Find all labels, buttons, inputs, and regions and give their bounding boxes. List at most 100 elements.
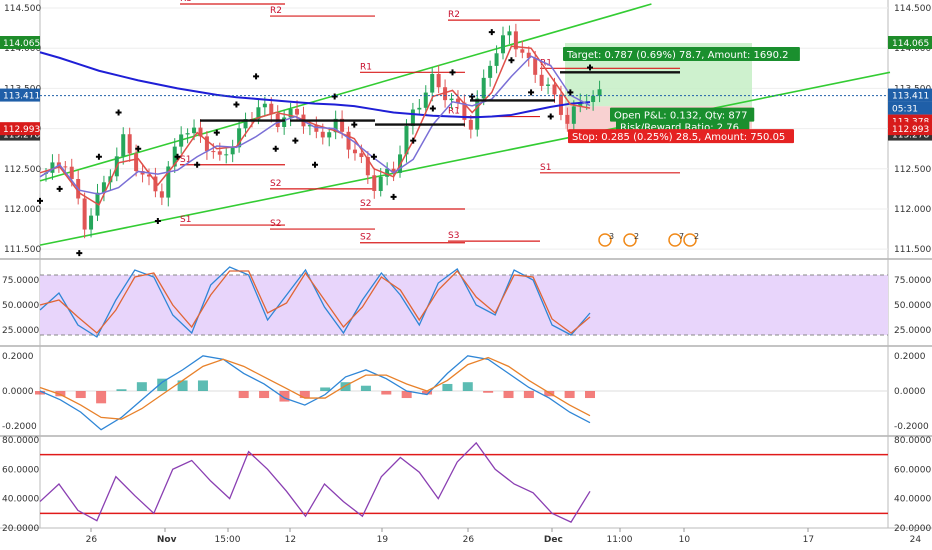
axes: 114.500114.500114.000114.000113.500113.5… xyxy=(0,4,932,545)
macd-histogram-bar xyxy=(136,382,147,391)
pivot-label: R2 xyxy=(270,6,282,16)
sar-marker xyxy=(194,161,201,168)
sar-marker xyxy=(115,109,122,116)
price-tag-left: 113.278 xyxy=(3,131,40,141)
macd-histogram-bar xyxy=(197,380,208,391)
candle-body xyxy=(179,134,184,147)
x-tick-label: 10 xyxy=(679,535,691,545)
price-tag: 05:31 xyxy=(892,105,918,115)
macd-histogram-bar xyxy=(35,391,45,395)
price-tick-left: 112.000 xyxy=(4,205,41,215)
x-tick-label: 24 xyxy=(910,535,922,545)
price-tag-bg xyxy=(888,36,932,49)
price-tick-right: 114.500 xyxy=(894,4,931,14)
candle-body xyxy=(333,118,338,133)
candle-body xyxy=(378,176,383,191)
pivot-label: S2 xyxy=(360,199,371,209)
stoch-tick-left: 25.0000 xyxy=(2,326,39,336)
price-tag-left: 113.411 xyxy=(3,92,40,102)
stochastic-panel xyxy=(39,266,888,338)
price-tag-left-bg xyxy=(0,36,40,49)
candle-body xyxy=(552,84,557,95)
sar-marker xyxy=(233,101,240,108)
stoch-tick-left: 75.0000 xyxy=(2,276,39,286)
macd-histogram-bar xyxy=(157,378,168,391)
candle-body xyxy=(198,127,203,137)
sar-marker xyxy=(154,218,161,225)
candle-body xyxy=(597,89,602,96)
macd-histogram-bar xyxy=(96,391,107,404)
price-tag-left-bg xyxy=(0,122,40,136)
candle-body xyxy=(211,151,216,153)
candle-body xyxy=(224,154,229,156)
pivot-label: S1 xyxy=(180,155,191,165)
candle-body xyxy=(127,134,132,154)
risk-reward-label: Risk/Reward Ratio: 2.76 xyxy=(620,123,739,134)
x-tick-label: 15:00 xyxy=(215,535,241,545)
macd-histogram-bar xyxy=(381,391,392,395)
macd-histogram-bar xyxy=(564,391,575,399)
sar-marker xyxy=(56,185,63,192)
candle-body xyxy=(526,52,531,59)
candle-body xyxy=(295,108,300,115)
candle-body xyxy=(69,166,74,180)
candle-body xyxy=(346,131,351,150)
candle-body xyxy=(462,102,467,120)
rsi-tick-right: 60.0000 xyxy=(894,465,931,475)
price-tag-bg xyxy=(888,101,932,115)
rsi-tick-left: 80.0000 xyxy=(2,436,39,446)
macd-tick-right: 0.0000 xyxy=(894,387,926,397)
chart-grid xyxy=(0,0,932,529)
macd-histogram-bar xyxy=(75,391,86,399)
candle-body xyxy=(513,31,518,50)
candle-body xyxy=(146,174,151,177)
candle-body xyxy=(121,134,126,157)
candle-body xyxy=(436,73,441,88)
candle-body xyxy=(539,74,544,86)
event-marker-count: 7 xyxy=(679,232,684,241)
x-tick-label: 11:00 xyxy=(607,535,633,545)
stoch-tick-left: 50.0000 xyxy=(2,301,39,311)
candle-body xyxy=(391,168,396,173)
price-tag: 114.065 xyxy=(892,39,929,49)
candle-body xyxy=(159,191,164,198)
macd-histogram-bar xyxy=(320,387,331,391)
candle-body xyxy=(423,92,428,108)
x-tick-label: 26 xyxy=(86,535,98,545)
macd-tick-left: -0.2000 xyxy=(2,422,37,432)
macd-signal-line xyxy=(39,356,591,420)
sar-marker xyxy=(292,137,299,144)
candle-body xyxy=(82,198,87,230)
sar-marker xyxy=(429,105,436,112)
sar-marker xyxy=(351,121,358,128)
event-marker-count: 2 xyxy=(694,232,699,241)
sar-marker xyxy=(410,137,417,144)
macd-histogram-bar xyxy=(238,391,249,399)
candle-body xyxy=(494,53,499,66)
candle-body xyxy=(256,107,261,120)
candle-body xyxy=(591,95,596,103)
sar-marker xyxy=(547,113,554,120)
pivot-label: R2 xyxy=(448,10,460,20)
rsi-tick-right: 20.0000 xyxy=(894,524,931,534)
sar-marker xyxy=(312,161,318,168)
price-tag-left: 114.065 xyxy=(3,39,40,49)
macd-histogram-bar xyxy=(422,391,433,395)
macd-histogram-bar xyxy=(340,382,351,391)
pivot-label: S3 xyxy=(448,231,459,241)
pivot-label: S2 xyxy=(270,219,281,229)
stoch-tick-right: 25.0000 xyxy=(894,326,931,336)
candle-body xyxy=(288,108,293,118)
price-tick-left: 114.500 xyxy=(4,4,41,14)
sar-marker xyxy=(508,57,515,64)
candle-body xyxy=(89,215,94,230)
price-tag-left-bg xyxy=(0,88,40,102)
candle-body xyxy=(443,87,448,101)
candle-body xyxy=(134,153,139,172)
event-marker-icon xyxy=(683,233,697,247)
sar-marker xyxy=(390,193,397,200)
price-tick-right: 111.500 xyxy=(894,245,931,255)
macd-tick-right: -0.2000 xyxy=(894,422,929,432)
price-tag-left: 112.993 xyxy=(3,125,40,135)
